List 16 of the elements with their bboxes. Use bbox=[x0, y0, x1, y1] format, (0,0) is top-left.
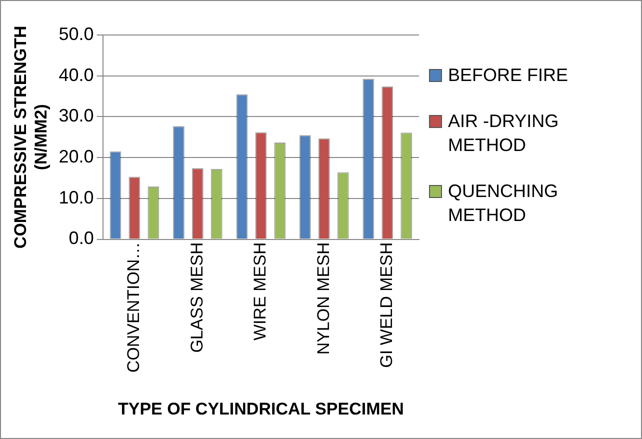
y-tick-label: 20.0 bbox=[58, 146, 94, 167]
x-tick-label: GLASS MESH bbox=[187, 242, 206, 353]
x-tick-label: WIRE MESH bbox=[250, 242, 270, 340]
x-tick-label: CONVENTION… bbox=[124, 242, 144, 373]
legend-label: AIR -DRYING METHOD bbox=[448, 110, 560, 157]
x-tick-label: GI WELD MESH bbox=[377, 242, 396, 368]
legend-label: BEFORE FIRE bbox=[448, 64, 568, 87]
x-tick-label: NYLON MESH bbox=[314, 242, 333, 355]
x-axis-title: TYPE OF CYLINDRICAL SPECIMEN bbox=[118, 399, 404, 418]
y-axis-title: COMPRESSIVE STRENGTH (N/MM2) bbox=[10, 26, 50, 249]
y-tick-label: 40.0 bbox=[58, 64, 94, 85]
y-tick-label: 50.0 bbox=[58, 24, 94, 44]
y-tick-label: 10.0 bbox=[58, 187, 94, 208]
legend-label: QUENCHING METHOD bbox=[448, 180, 560, 227]
y-tick-label: 0.0 bbox=[68, 228, 94, 248]
y-tick-label: 30.0 bbox=[58, 106, 94, 126]
